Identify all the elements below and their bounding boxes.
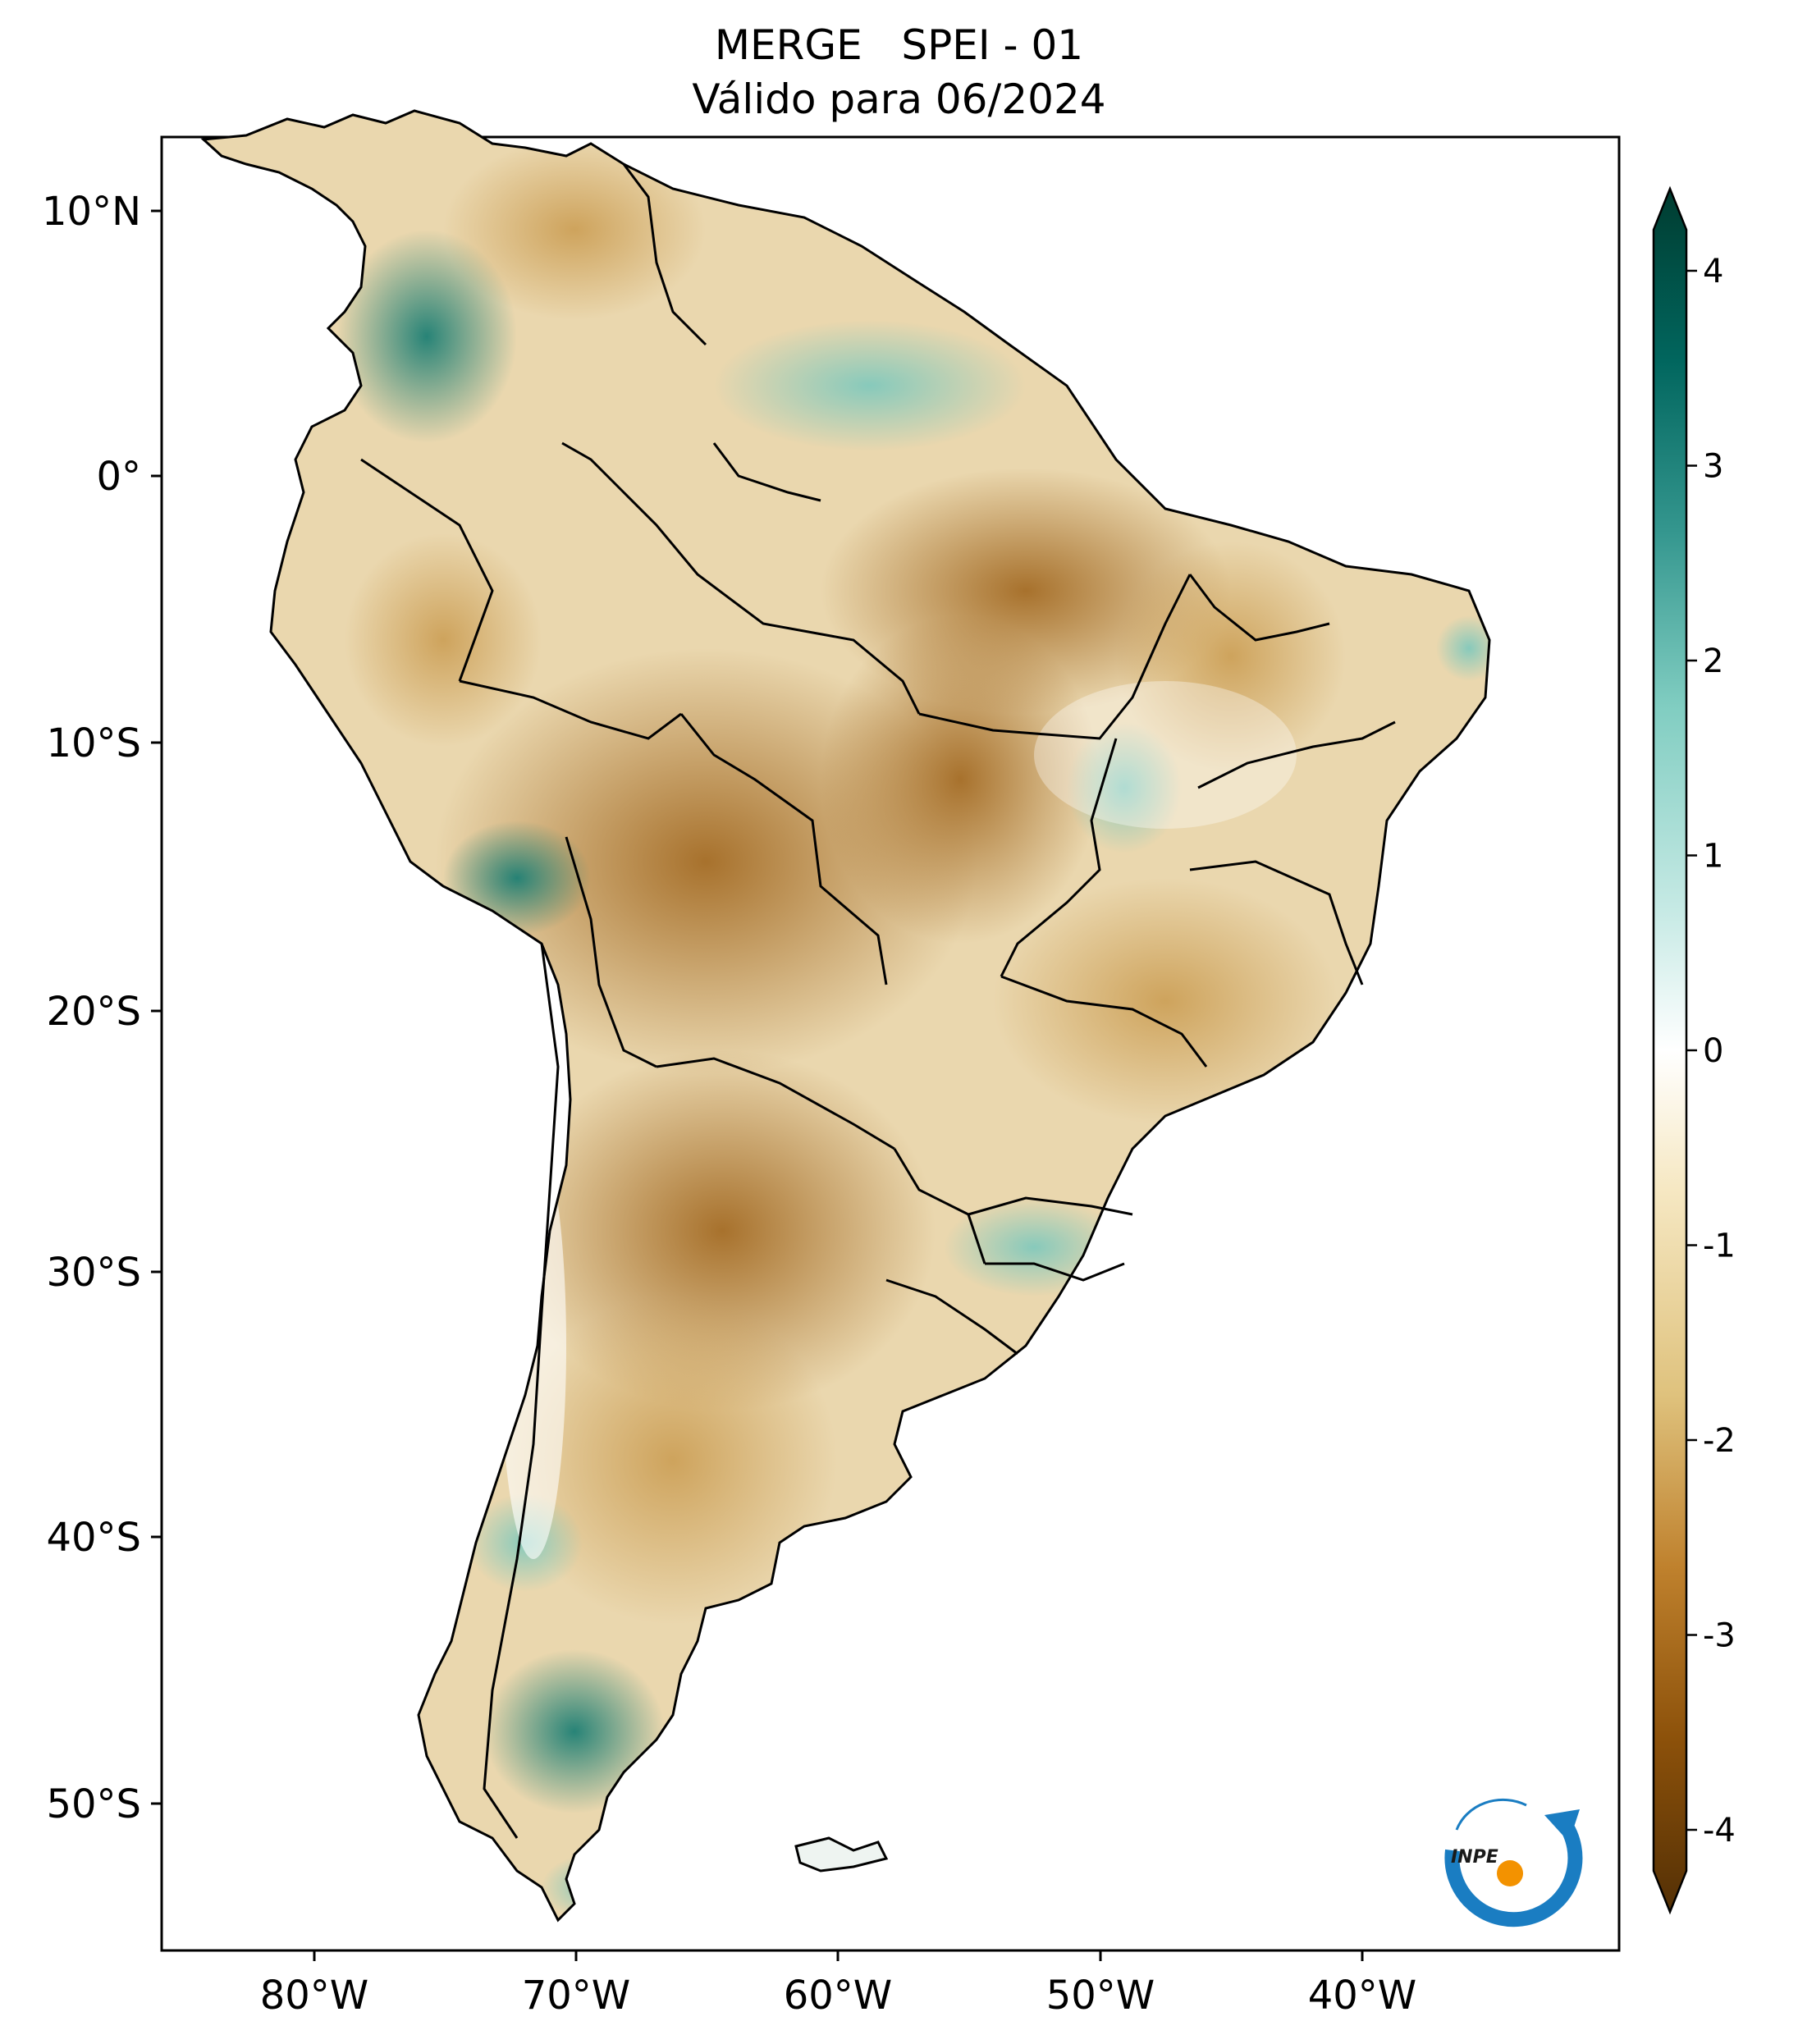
dry-anomaly-southeast: [993, 878, 1338, 1124]
border-uruguay: [885, 1278, 1018, 1356]
logo-dot: [1497, 1860, 1523, 1886]
lat-label-0: 0°: [96, 454, 141, 500]
lat-label-10n: 10°N: [42, 189, 141, 235]
lat-label-10s: 10°S: [46, 720, 141, 766]
border-bolivia-brazil: [679, 713, 888, 985]
border-argentina-brazil: [893, 1148, 986, 1264]
longitude-labels: 80°W 70°W 60°W 50°W 40°W: [260, 1973, 1417, 2019]
lat-label-30s: 30°S: [46, 1250, 141, 1296]
wet-anomaly-colombia: [336, 230, 517, 443]
dry-anomaly-pampas: [509, 1296, 837, 1625]
logo-ring: [1444, 1817, 1583, 1927]
lon-label-40w: 40°W: [1308, 1973, 1417, 2019]
spei-field: [336, 139, 1489, 1920]
border-bolivia-chile: [565, 836, 657, 1068]
dry-anomaly-piaui: [1116, 542, 1346, 771]
lat-label-40s: 40°S: [46, 1515, 141, 1561]
colorbar-tick-label: 4: [1703, 253, 1723, 290]
colorbar-body: [1652, 185, 1688, 1915]
border-state-parana: [968, 1196, 1133, 1216]
lat-label-50s: 50°S: [46, 1781, 141, 1827]
border-state-para-mato-grosso: [918, 574, 1192, 740]
map-axis-ticks: [151, 209, 1364, 1961]
border-brazil-north: [561, 441, 921, 715]
border-peru-bolivia: [459, 679, 682, 740]
neutral-band-bahia: [1034, 681, 1297, 829]
border-colombia-venezuela: [622, 163, 707, 346]
colorbar-tick-label: -2: [1703, 1422, 1736, 1460]
border-state-goias: [1000, 738, 1118, 977]
colorbar-tick-label: 0: [1703, 1032, 1723, 1070]
border-state-bahia-north: [1197, 720, 1396, 789]
border-state-santa-catarina: [985, 1262, 1125, 1282]
lat-label-20s: 20°S: [46, 989, 141, 1035]
colorbar-ticks: [1686, 269, 1697, 1831]
logo-arrow-icon: [1544, 1809, 1580, 1842]
colorbar-tick-label: 2: [1703, 642, 1723, 680]
dry-anomaly-peru: [345, 533, 542, 747]
logo-inner-ring: [1455, 1798, 1527, 1831]
border-venezuela-brazil: [712, 442, 821, 502]
logo-text: INPE: [1451, 1847, 1498, 1868]
lon-label-80w: 80°W: [260, 1973, 369, 2019]
latitude-labels: 10°N 0° 10°S 20°S 30°S 40°S 50°S: [42, 189, 141, 1827]
political-borders: [360, 163, 1396, 1839]
inpe-logo: INPE: [1444, 1798, 1583, 1927]
border-state-minas: [1189, 860, 1364, 985]
colorbar-tick-label: 3: [1703, 448, 1723, 486]
lon-label-50w: 50°W: [1046, 1973, 1155, 2019]
map-title-line-1: MERGE SPEI - 01: [714, 21, 1084, 69]
colorbar-tick-label: -4: [1703, 1812, 1736, 1850]
map-title-line-2: Válido para 06/2024: [692, 75, 1106, 123]
colorbar-tick-label: -1: [1703, 1228, 1736, 1265]
wet-anomaly-patagonia: [484, 1649, 665, 1813]
lon-label-70w: 70°W: [522, 1973, 631, 2019]
colorbar-tick-label: -3: [1703, 1617, 1736, 1655]
falkland-islands: [794, 1836, 889, 1873]
border-ecuador-peru: [360, 458, 494, 682]
colorbar-labels: 4 3 2 1 0 -1 -2 -3 -4: [1703, 253, 1736, 1850]
wet-anomaly-tocantins: [1067, 722, 1182, 853]
colorbar: 4 3 2 1 0 -1 -2 -3 -4: [1652, 185, 1736, 1915]
border-paraguay-argentina: [656, 1057, 895, 1150]
border-state-maranhao-piaui: [1188, 574, 1330, 642]
lon-label-60w: 60°W: [784, 1973, 893, 2019]
border-chile-argentina: [483, 943, 560, 1839]
colorbar-tick-label: 1: [1703, 838, 1723, 876]
border-state-sao-paulo: [1000, 975, 1208, 1068]
wet-anomaly-guianas: [714, 320, 1026, 451]
